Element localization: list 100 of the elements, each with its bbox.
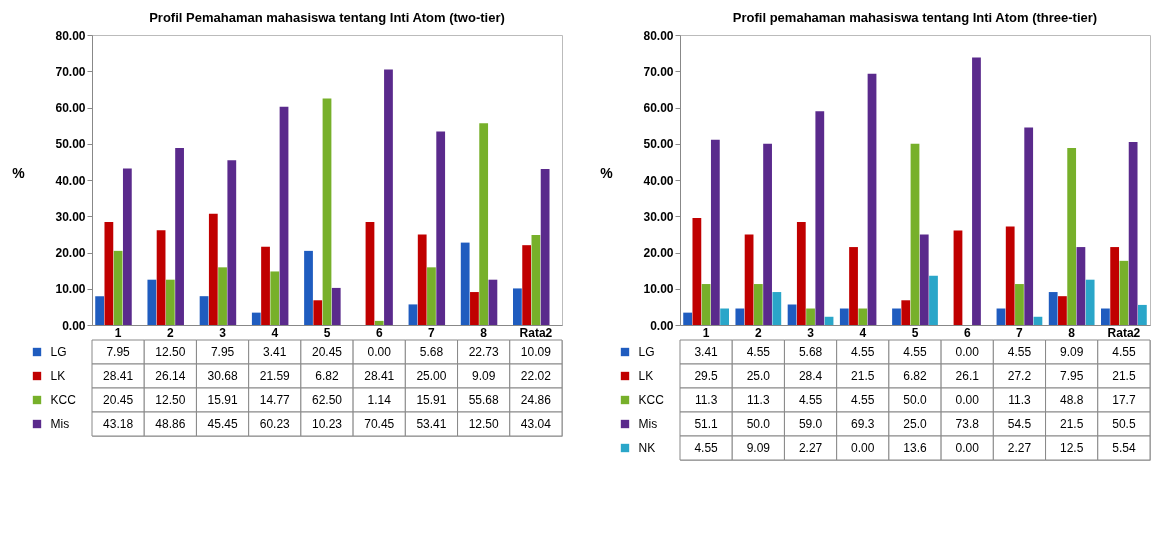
data-label: 43.04 [520, 417, 552, 431]
data-label: 50.5 [1112, 417, 1136, 431]
x-tick-label: 2 [754, 325, 762, 340]
bar [331, 287, 341, 325]
bar [374, 320, 384, 325]
bar [199, 296, 209, 325]
bar [147, 279, 157, 325]
data-label: 9.09 [746, 441, 771, 455]
bar [156, 230, 166, 325]
data-label: 12.50 [155, 345, 186, 359]
legend-label: Mis [638, 417, 658, 431]
data-label: 28.4 [798, 369, 823, 383]
bar [261, 246, 270, 325]
data-label: 7.95 [106, 345, 131, 359]
bar [787, 304, 797, 325]
bar [815, 111, 825, 325]
x-tick-label: 1 [702, 325, 710, 340]
y-tick-label: 70.00 [643, 64, 674, 79]
y-axis-title: % [12, 164, 26, 181]
bar [901, 300, 911, 325]
data-label: 43.18 [103, 417, 134, 431]
bar [892, 308, 901, 325]
data-label: 69.3 [851, 417, 875, 431]
legend-label: KCC [50, 393, 77, 407]
bar [763, 143, 772, 325]
bar [1067, 148, 1077, 325]
data-label: 48.8 [1059, 393, 1084, 407]
x-tick-label: 7 [1016, 325, 1024, 340]
data-label: 10.23 [311, 417, 343, 431]
data-label: 28.41 [103, 369, 134, 383]
bar [806, 308, 815, 325]
data-label: 29.5 [694, 369, 719, 383]
data-label: 53.41 [416, 417, 447, 431]
bar [772, 292, 782, 325]
data-label: 0.00 [851, 441, 875, 455]
data-label: 25.0 [746, 369, 771, 383]
legend-label: LK [50, 369, 66, 383]
data-label: 11.3 [747, 393, 770, 407]
data-label: 5.68 [798, 345, 823, 359]
data-label: 9.09 [1059, 345, 1084, 359]
data-label: 26.14 [155, 369, 186, 383]
data-label: 4.55 [851, 345, 875, 359]
bar [849, 247, 858, 325]
bar [531, 234, 541, 325]
bar [1110, 247, 1120, 325]
data-label: 50.0 [746, 417, 771, 431]
y-tick-label: 30.00 [643, 209, 674, 224]
y-tick-label: 30.00 [55, 209, 86, 224]
bar [683, 312, 693, 325]
y-tick-label: 0.00 [650, 318, 674, 333]
bar [384, 69, 393, 325]
bar [113, 250, 123, 325]
y-axis-title: % [600, 164, 614, 181]
data-label: 15.91 [416, 393, 447, 407]
y-tick-label: 10.00 [643, 282, 674, 297]
data-label: 7.95 [210, 345, 235, 359]
data-label: 1.14 [367, 393, 392, 407]
bar [522, 245, 532, 325]
data-label: 20.45 [311, 345, 343, 359]
data-label: 5.68 [419, 345, 444, 359]
bar [279, 106, 289, 325]
x-tick-label: Rata2 [519, 325, 553, 340]
bar [796, 222, 806, 325]
data-label: 15.91 [207, 393, 238, 407]
bar [165, 279, 175, 325]
data-label: 28.41 [364, 369, 395, 383]
bar [735, 308, 745, 325]
data-label: 4.55 [746, 345, 771, 359]
data-label: 60.23 [259, 417, 291, 431]
bar [710, 139, 720, 325]
bar [104, 222, 114, 325]
data-label: 12.5 [1059, 441, 1084, 455]
data-label: 12.50 [468, 417, 500, 431]
data-label: 3.41 [263, 345, 287, 359]
bar [692, 218, 702, 325]
data-label: 2.27 [798, 441, 823, 455]
bar [488, 279, 498, 325]
y-tick-label: 60.00 [55, 101, 86, 115]
data-label: 6.82 [315, 369, 339, 383]
y-tick-label: 10.00 [55, 282, 86, 297]
bar [408, 304, 418, 325]
data-label: 21.59 [259, 369, 291, 383]
bar [1085, 279, 1095, 325]
data-label: 24.86 [520, 393, 552, 407]
data-label: 21.5 [1059, 417, 1084, 431]
data-label: 5.54 [1112, 441, 1136, 455]
bar [322, 98, 332, 325]
data-label: 51.1 [694, 417, 719, 431]
data-label: 0.00 [955, 441, 980, 455]
data-label: 14.77 [259, 393, 291, 407]
data-label: 73.8 [955, 417, 980, 431]
bar [365, 222, 375, 325]
bar [1076, 247, 1086, 325]
data-label: 21.5 [851, 369, 875, 383]
bar [953, 230, 963, 325]
bar [208, 213, 218, 325]
bar [251, 312, 261, 325]
y-tick-label: 60.00 [643, 101, 674, 115]
data-label: 2.27 [1007, 441, 1032, 455]
data-label: 0.00 [955, 345, 980, 359]
